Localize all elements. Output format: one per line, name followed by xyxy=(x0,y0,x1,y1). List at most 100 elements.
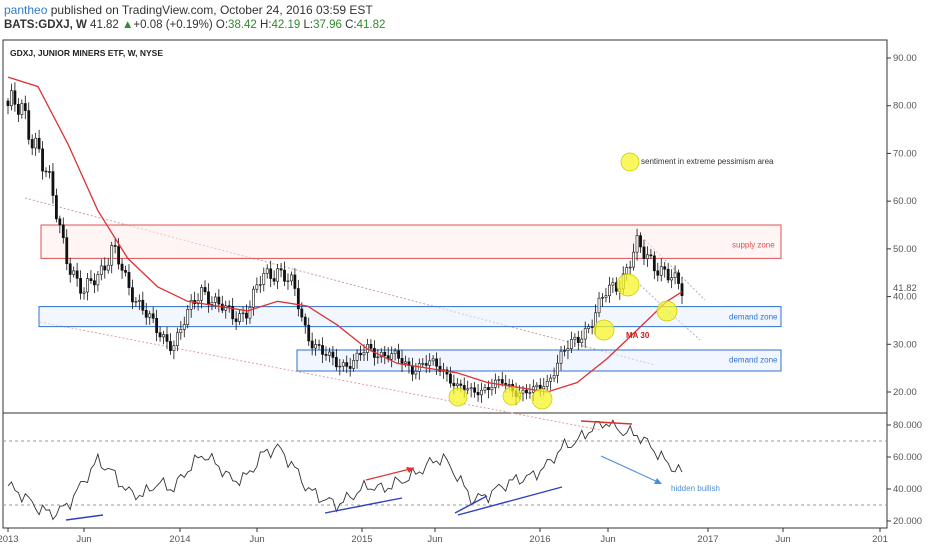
candle-body xyxy=(324,354,328,356)
candle-body xyxy=(628,266,632,269)
candle-body xyxy=(673,272,677,278)
candle-body xyxy=(196,300,200,305)
last-price-label: 41.82 xyxy=(893,283,917,294)
candle-body xyxy=(293,274,297,289)
marker-circle xyxy=(656,300,678,322)
candle-body xyxy=(124,270,127,273)
candle-body xyxy=(410,365,414,375)
candle-body xyxy=(10,90,13,107)
candle-body xyxy=(449,373,452,384)
candle-body xyxy=(162,334,165,338)
time-tick-label: Jun xyxy=(76,534,91,545)
candle-body xyxy=(625,267,629,275)
candle-body xyxy=(542,386,546,389)
candle-body xyxy=(34,137,38,149)
price-tick-label: 30.00 xyxy=(893,339,917,350)
author-link[interactable]: pantheo xyxy=(4,3,48,17)
candle-body xyxy=(258,284,262,286)
candle-body xyxy=(521,389,525,394)
candle-body xyxy=(642,246,646,259)
candle-body xyxy=(182,324,186,330)
time-tick-label: 2017 xyxy=(697,534,718,545)
candle-body xyxy=(576,336,580,343)
open-label: O: xyxy=(215,19,229,31)
candle-body xyxy=(611,282,615,286)
candle-body xyxy=(487,387,490,391)
time-tick-label: Jun xyxy=(775,534,790,545)
candle-body xyxy=(466,388,470,391)
candle-body xyxy=(300,308,304,318)
candle-body xyxy=(179,329,183,333)
close-label: C: xyxy=(345,19,357,31)
candle-body xyxy=(424,363,428,366)
candle-body xyxy=(469,387,473,390)
candle-body xyxy=(255,284,259,290)
osc-tick-label: 60.000 xyxy=(893,452,922,463)
candle-body xyxy=(666,268,670,281)
candle-body xyxy=(355,352,359,361)
candle-body xyxy=(652,255,656,272)
candle-body xyxy=(303,316,307,326)
candle-body xyxy=(362,352,366,356)
candle-body xyxy=(144,309,148,318)
up-triangle-icon: ▲ xyxy=(122,19,134,31)
time-tick-label: 2014 xyxy=(169,534,190,545)
candle-body xyxy=(245,312,248,319)
candle-body xyxy=(649,254,653,257)
candle-body xyxy=(41,148,44,172)
candle-body xyxy=(169,341,172,351)
candle-body xyxy=(345,362,349,367)
candle-body xyxy=(559,350,563,364)
open-value: 38.42 xyxy=(228,19,257,31)
time-tick-label: Jun xyxy=(249,534,264,545)
candle-body xyxy=(480,389,483,396)
candle-body xyxy=(27,110,31,140)
candle-body xyxy=(338,365,342,368)
candle-body xyxy=(189,300,193,310)
candle-body xyxy=(569,339,573,350)
candle-body xyxy=(234,318,238,322)
candle-body xyxy=(227,305,231,307)
candle-body xyxy=(459,383,463,386)
candle-body xyxy=(452,382,456,387)
candle-body xyxy=(352,360,356,369)
price-change: +0.08 (+0.19%) xyxy=(133,19,213,31)
candle-body xyxy=(421,363,425,365)
candle-body xyxy=(348,366,352,369)
ohlc-bar: BATS:GDXJ, W 41.82 ▲+0.08 (+0.19%) O:38.… xyxy=(4,19,385,31)
candle-body xyxy=(217,296,221,305)
demand-zone-1-label: demand zone xyxy=(729,312,778,321)
candle-body xyxy=(359,352,362,356)
candle-body xyxy=(58,218,62,226)
divergence-line-red xyxy=(580,420,633,425)
candle-body xyxy=(137,299,141,302)
candle-body xyxy=(110,245,114,266)
oscillator: hidden bullish xyxy=(7,419,720,521)
marker-circle xyxy=(620,152,640,172)
marker-circle xyxy=(448,387,468,407)
candle-body xyxy=(583,328,587,340)
candle-body xyxy=(213,296,217,303)
candle-body xyxy=(79,278,82,294)
candle-body xyxy=(165,334,169,342)
candle-body xyxy=(75,270,79,279)
low-value: 37.96 xyxy=(313,19,342,31)
candle-body xyxy=(13,90,17,105)
candle-body xyxy=(155,318,159,333)
candle-body xyxy=(317,344,321,346)
high-value: 42.19 xyxy=(271,19,301,31)
candle-body xyxy=(400,358,404,364)
candle-body xyxy=(601,297,604,299)
candle-body xyxy=(608,284,611,297)
candle-body xyxy=(276,268,280,282)
candle-body xyxy=(283,269,286,282)
candle-body xyxy=(44,170,48,173)
red-arrow-head-icon xyxy=(406,467,414,473)
candle-body xyxy=(296,288,300,310)
candle-body xyxy=(82,291,86,294)
candle-body xyxy=(369,343,373,349)
candle-body xyxy=(390,353,394,360)
candle-body xyxy=(238,313,241,322)
time-tick-label: 2016 xyxy=(529,534,550,545)
